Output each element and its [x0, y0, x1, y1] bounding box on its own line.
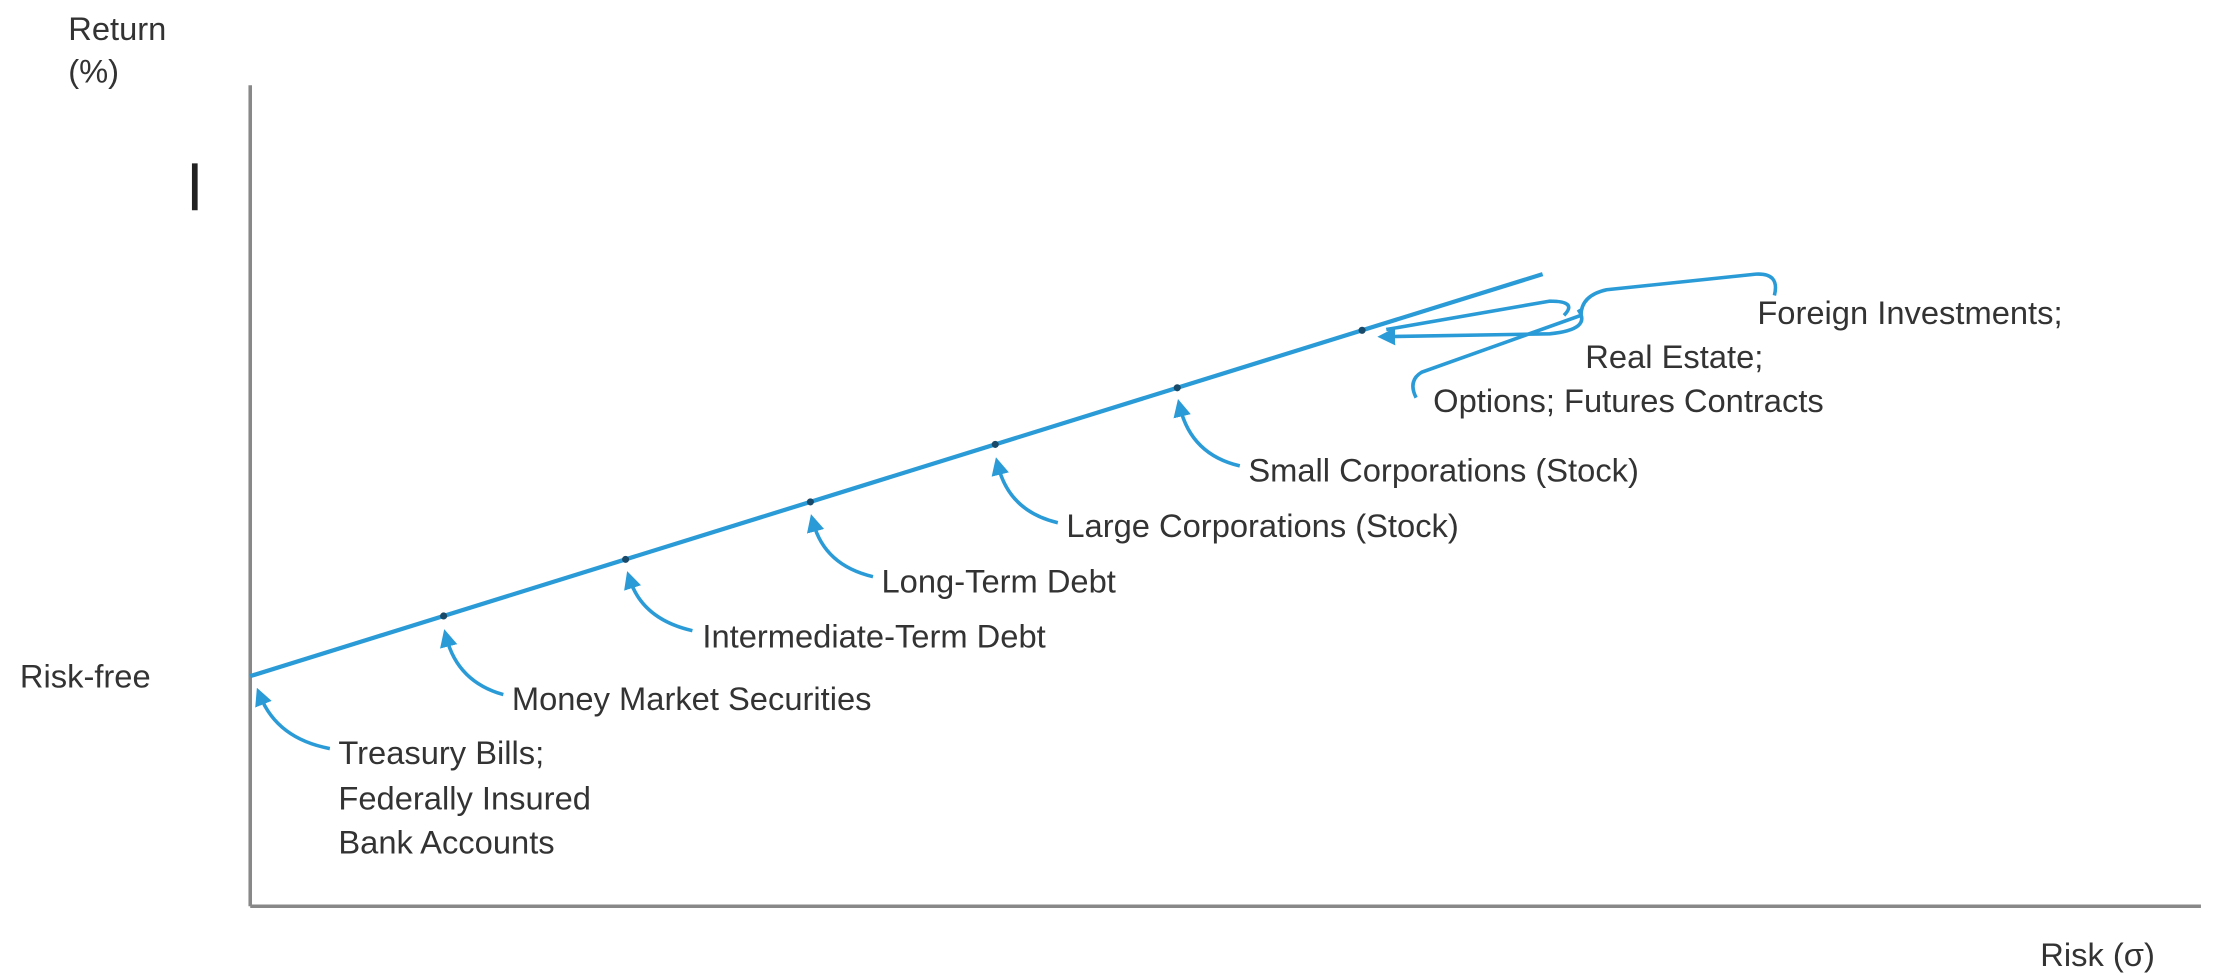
point [440, 612, 448, 620]
bracket [1385, 299, 1571, 332]
point [806, 498, 814, 506]
label: Long-Term Debt [882, 562, 1116, 599]
risk-return-line [249, 272, 1544, 679]
y-axis-label: (%) [68, 52, 119, 89]
label: Intermediate-Term Debt [702, 618, 1045, 655]
arrow [624, 571, 693, 633]
label: Foreign Investments; [1757, 294, 2062, 331]
label: Treasury Bills; Federally Insured Bank Acc… [338, 734, 591, 860]
arrow [991, 457, 1059, 525]
label: Small Corporations (Stock) [1248, 452, 1639, 489]
label: Real Estate; [1585, 338, 1763, 375]
label-line: Bank Accounts [338, 824, 554, 861]
point [991, 440, 999, 448]
arrow [1173, 399, 1241, 468]
label: Money Market Securities [512, 680, 872, 717]
label: Large Corporations (Stock) [1066, 507, 1458, 544]
point [1173, 384, 1181, 392]
arrow [440, 629, 504, 697]
x-axis-label: Risk (σ) [2040, 936, 2155, 973]
y-axis-label: Return [68, 10, 166, 47]
point [622, 555, 630, 563]
label-line: Treasury Bills; [338, 734, 544, 771]
risk-free-label: Risk-free [20, 658, 151, 695]
point [1358, 326, 1366, 334]
bracket [1411, 272, 1778, 399]
label: Options; Futures Contracts [1433, 382, 1824, 419]
arrow [255, 687, 331, 751]
label-line: Federally Insured [338, 780, 591, 817]
arrow [806, 514, 874, 579]
